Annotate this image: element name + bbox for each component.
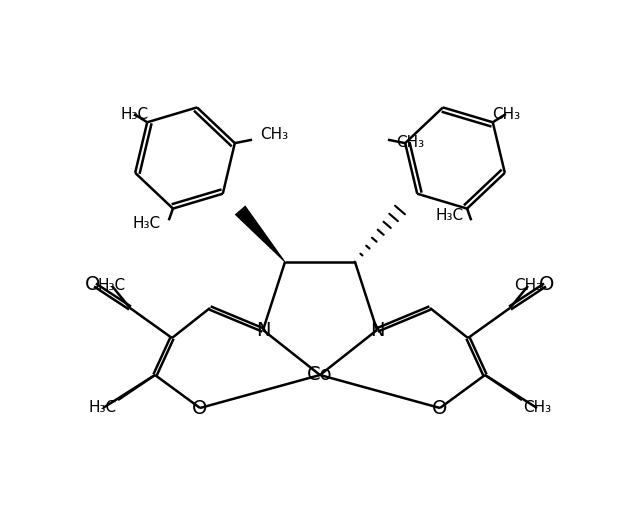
Text: CH₃: CH₃ (514, 279, 542, 294)
Polygon shape (235, 206, 285, 262)
Text: H₃C: H₃C (89, 401, 117, 416)
Text: H₃C: H₃C (120, 106, 148, 121)
Text: CH₃: CH₃ (492, 106, 520, 121)
Text: O: O (540, 276, 555, 294)
Text: O: O (192, 399, 208, 417)
Text: CH₃: CH₃ (396, 135, 424, 150)
Text: H₃C: H₃C (435, 208, 463, 223)
Text: H₃C: H₃C (132, 216, 161, 231)
Text: O: O (432, 399, 448, 417)
Text: H₃C: H₃C (98, 279, 126, 294)
Text: N: N (370, 321, 384, 339)
Text: N: N (256, 321, 270, 339)
Text: O: O (85, 276, 100, 294)
Text: CH₃: CH₃ (260, 127, 288, 142)
Text: CH₃: CH₃ (523, 401, 551, 416)
Text: Co: Co (307, 365, 333, 385)
